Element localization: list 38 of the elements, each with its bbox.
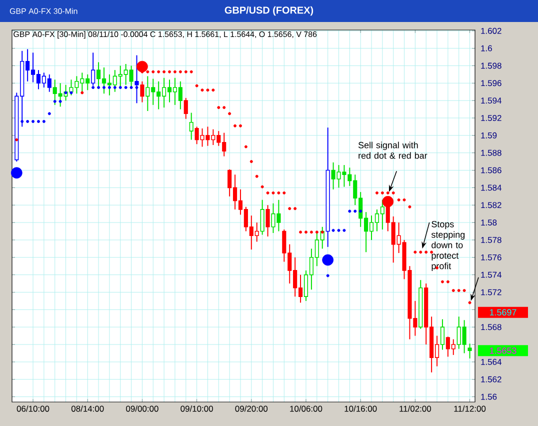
y-tick-label: 1.602 [481, 28, 502, 34]
y-tick-label: 1.596 [481, 80, 502, 86]
y-tick-label: 1.56 [481, 394, 497, 400]
y-tick-label: 1.576 [481, 254, 502, 260]
y-tick-label: 1.586 [481, 167, 502, 174]
candlestick [468, 343, 472, 359]
y-tick-label: 1.568 [481, 324, 502, 330]
y-tick-label: 1.592 [481, 114, 502, 121]
x-tick-label: 11/12:00 [454, 406, 486, 412]
x-tick-label: 09/00:00 [126, 406, 158, 412]
annotation: Sell signal with red dot & red bar [358, 142, 428, 159]
y-tick-label: 1.6 [481, 45, 492, 52]
y-tick-label: 1.582 [481, 202, 502, 208]
y-tick-label: 1.572 [481, 289, 502, 296]
x-tick-label: 11/02:00 [400, 406, 432, 412]
x-tick-label: 06/10:00 [16, 406, 50, 412]
y-tick-label: 1.588 [481, 150, 502, 156]
x-tick-label: 10/16:00 [344, 406, 377, 412]
y-tick-label: 1.562 [481, 376, 502, 382]
chart-title: GBP/USD (FOREX) [224, 6, 314, 16]
text: 1.5697 [490, 309, 516, 316]
y-tick-label: 1.598 [481, 62, 502, 69]
candlestick [266, 204, 270, 237]
y-tick-label: 1.594 [481, 98, 502, 104]
y-tick-label: 1.564 [481, 358, 502, 365]
y-tick-label: 1.59 [481, 132, 497, 138]
x-tick-label: 08/14:00 [71, 406, 104, 412]
y-tick-label: 1.584 [481, 184, 502, 191]
annotation: Stops stepping down to protect profit [431, 220, 465, 271]
text: 1.5653 [490, 347, 516, 354]
y-tick-label: 1.578 [481, 236, 502, 243]
candlestick [134, 54, 139, 104]
x-tick-label: 09/10:00 [180, 406, 213, 412]
y-tick-label: 1.574 [481, 272, 502, 278]
candlestick [189, 112, 194, 140]
y-tick-label: 1.58 [481, 220, 497, 226]
x-tick-label: 09/20:00 [235, 406, 268, 412]
x-tick-label: 10/06:00 [290, 406, 322, 412]
